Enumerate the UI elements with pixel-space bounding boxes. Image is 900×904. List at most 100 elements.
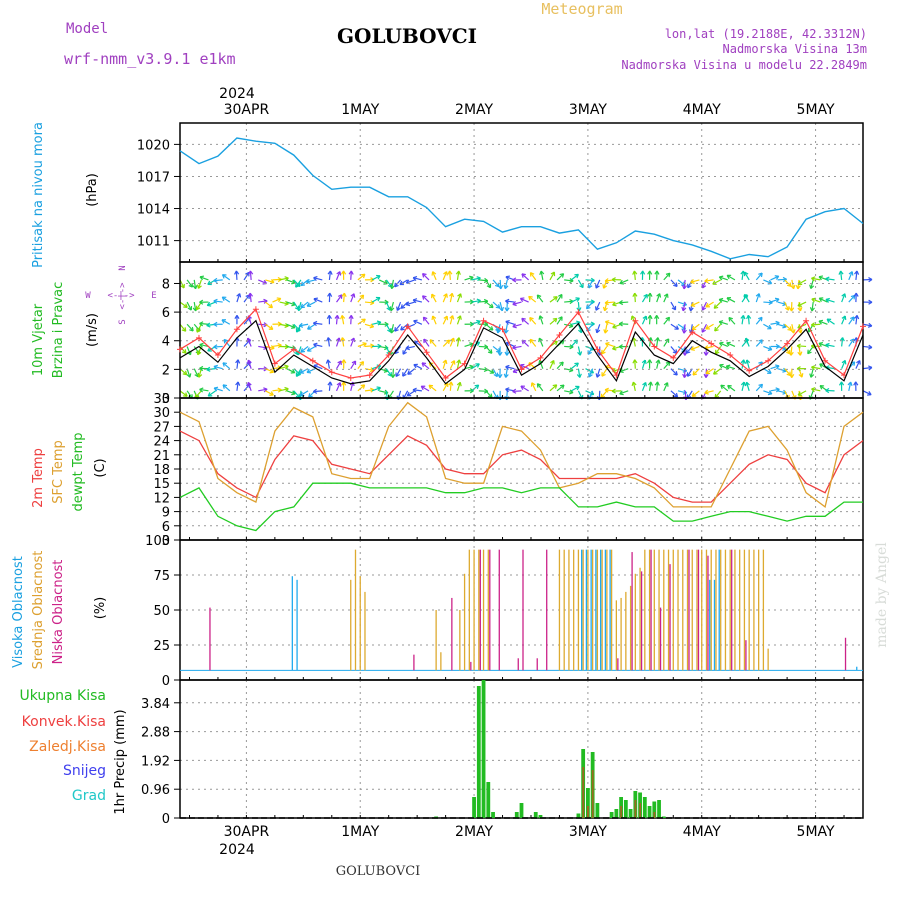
- y-tick-label: 30: [153, 406, 170, 421]
- wind-arrow-head: [746, 382, 747, 386]
- wind-ylabel2: Brzina i Pravac: [51, 282, 66, 379]
- y-tick-label: 2: [162, 363, 170, 378]
- wind-arrow-head: [620, 394, 624, 395]
- wind-arrow-head: [284, 365, 288, 366]
- wind-arrow-head: [576, 321, 580, 322]
- y-tick-label: 25: [153, 639, 170, 654]
- precip-ylabel: 1hr Precip (mm): [113, 709, 128, 814]
- total-rain-bar: [482, 680, 486, 818]
- total-rain-bar: [657, 800, 661, 818]
- panel-frame: [180, 262, 863, 398]
- bottom-day-label: 4MAY: [683, 824, 721, 840]
- top-day-label: 3MAY: [569, 102, 607, 118]
- pressure-unit: (hPa): [85, 173, 100, 207]
- wind-gust-marker: [310, 358, 316, 364]
- precip-legend: Ukupna KisaKonvek.KisaZaledj.KisaSnijegG…: [19, 688, 106, 804]
- precip-legend-item: Zaledj.Kisa: [29, 739, 106, 755]
- convective-rain-bar: [592, 770, 594, 818]
- compass-east: E: [151, 291, 156, 301]
- dew-ylabel: dewpt Temp: [71, 432, 86, 511]
- wind-arrow-head: [192, 327, 193, 331]
- wind-arrow-head: [196, 285, 198, 289]
- wind-arrow-head: [574, 363, 578, 364]
- wind-arrow-head: [691, 350, 695, 351]
- total-rain-bar: [477, 686, 481, 818]
- wind-arrow-head: [247, 382, 248, 386]
- wind-arrow-head: [477, 277, 481, 278]
- footer-station: GOLUBOVCI: [336, 864, 421, 879]
- wind-arrow-head: [185, 349, 186, 353]
- wind-arrow-head: [377, 387, 381, 388]
- bottom-day-label: 5MAY: [797, 824, 835, 840]
- pressure-ylabel: Pritisak na nivou mora: [31, 122, 46, 268]
- t2m-ylabel: 2m Temp: [31, 448, 46, 508]
- compass-west: W: [85, 291, 91, 301]
- wind-arrow-head: [278, 388, 282, 390]
- wind-arrow-head: [207, 305, 211, 306]
- y-tick-label: 18: [153, 463, 170, 478]
- top-day-label: 5MAY: [797, 102, 835, 118]
- precip-legend-item: Ukupna Kisa: [19, 688, 106, 704]
- total-rain-bar: [610, 812, 614, 818]
- wind-arrow-head: [745, 338, 746, 342]
- wind-arrow-head: [513, 372, 517, 373]
- wind-arrow-head: [185, 327, 186, 331]
- wind-arrow-head: [430, 340, 431, 344]
- wind-arrow-head: [540, 271, 541, 275]
- wind-arrow-head: [612, 349, 616, 350]
- wind-arrow-head: [539, 316, 540, 320]
- low-cloud-ylabel: Niska Oblacnost: [51, 560, 66, 665]
- wind-arrow-head: [475, 385, 479, 386]
- total-rain-bar: [520, 803, 524, 818]
- wind-gust-marker: [177, 346, 183, 352]
- wind-arrow-head: [247, 338, 248, 342]
- wind-arrow-head: [631, 316, 632, 320]
- wind-arrow-head: [800, 307, 801, 311]
- wind-arrow-head: [370, 388, 374, 390]
- wind-arrow-head: [278, 344, 282, 345]
- wind-arrow-head: [502, 307, 503, 311]
- y-tick-label: 1.92: [141, 754, 170, 769]
- y-tick-label: 1011: [137, 235, 170, 250]
- wind-arrow-head: [469, 276, 473, 277]
- wind-arrow-head: [377, 321, 381, 322]
- convective-rain-bar: [587, 806, 589, 818]
- y-tick-label: 4: [162, 335, 170, 350]
- wind-arrow-head: [491, 394, 492, 398]
- t2m-line: [180, 431, 863, 502]
- precip-legend-item: Konvek.Kisa: [22, 714, 106, 730]
- wind-arrow-head: [327, 338, 329, 342]
- wind-arrow-head: [301, 285, 305, 286]
- total-rain-bar: [629, 809, 633, 818]
- model-altitude-label: Nadmorska Visina u modelu 22.2849m: [621, 58, 867, 72]
- wind-arrow-head: [476, 320, 480, 321]
- wind-arrow-head: [613, 305, 617, 306]
- wind-arrow-head: [469, 365, 473, 366]
- wind-arrow-head: [513, 304, 517, 305]
- total-rain-bar: [595, 803, 599, 818]
- convective-rain-bar: [620, 806, 622, 818]
- wind-arrow-head: [285, 387, 289, 388]
- wind-arrow-head: [776, 321, 780, 322]
- total-rain-bar: [614, 809, 618, 818]
- bottom-year-label: 2024: [219, 842, 255, 858]
- top-day-label: 1MAY: [341, 102, 379, 118]
- wind-arrow-head: [801, 329, 802, 333]
- y-tick-label: 1014: [137, 203, 170, 218]
- wind-arrow-head: [580, 351, 581, 355]
- total-rain-bar: [486, 782, 490, 818]
- wind-arrow-head: [264, 299, 268, 301]
- y-tick-label: 50: [153, 604, 170, 619]
- y-tick-label: 6: [162, 520, 170, 535]
- panel-frame: [180, 123, 863, 262]
- wind-arrow-head: [775, 365, 779, 366]
- wind-arrow-head: [539, 338, 540, 342]
- bottom-day-label: 1MAY: [341, 824, 379, 840]
- wind-arrow-head: [285, 277, 289, 278]
- precip-legend-item: Snijeg: [63, 763, 106, 779]
- sfc-ylabel: SFC Temp: [51, 440, 66, 504]
- total-rain-bar: [643, 797, 647, 818]
